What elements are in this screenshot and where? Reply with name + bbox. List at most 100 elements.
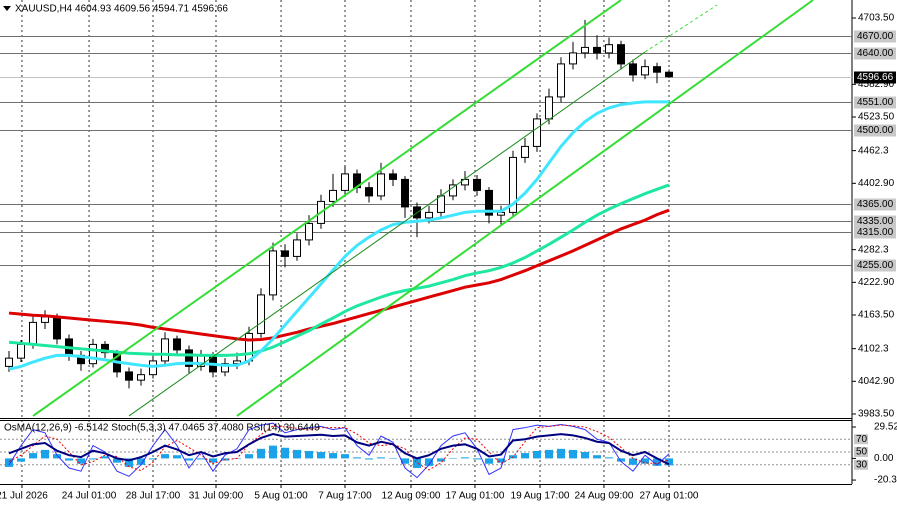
osma-bar [281,447,289,459]
moving-average [8,183,670,357]
osma-bar [425,458,433,466]
candle-body [449,184,457,197]
y-tick-label: 29.5296 [874,422,897,433]
candle-body [233,360,241,365]
osma-bar [377,457,385,459]
y-tick-label: 4102.3 [858,343,889,354]
chart-title: XAUUSD,H4 4604.93 4609.56 4594.71 4596.6… [15,4,228,15]
osma-bar [557,448,565,459]
level-label: 4670.00 [857,31,894,42]
candle-body [437,195,445,213]
osma-bar [29,453,37,459]
candle-body [281,250,289,257]
osma-bar [485,458,493,464]
level-label-bg [854,226,896,239]
indicator-line [8,422,670,479]
candle-body [581,46,589,54]
osma-bar [305,450,313,459]
osma-bar [521,453,529,459]
candle-body [17,343,25,359]
level-label: 4315.00 [857,227,894,238]
osma-bar [149,458,157,460]
osma-bar [317,452,325,459]
candle-body [89,343,97,365]
osma-bar [605,457,613,459]
osma-bar [413,458,421,468]
level-label: 4365.00 [857,199,894,210]
osma-bar [437,458,445,462]
osma-bar [353,457,361,459]
channel-line [644,4,718,53]
osma-bar [533,450,541,459]
osma-bar [77,458,85,464]
osma-bar [449,458,457,459]
candle-body [257,294,265,334]
x-tick-label: 7 Aug 17:00 [318,491,372,502]
candle-body [125,371,133,381]
candle-body [521,145,529,158]
osma-bar [89,458,97,460]
candle-body [605,44,613,54]
candle-body [425,211,433,219]
osma-bar [665,458,673,466]
osma-bar [125,458,133,467]
candle-body [473,178,481,191]
candle-body [137,374,145,381]
level-label: 4500.00 [857,125,894,136]
y-tick-label: 4582.90 [858,79,895,90]
osma-bar [461,457,469,459]
candle-body [5,357,13,367]
osma-bar [137,458,145,465]
menu-icon [3,6,11,11]
candle-body [341,173,349,191]
osma-bar [161,454,169,459]
y2-tick-label: 30 [856,459,868,470]
osma-bar [389,458,397,459]
candle-body [593,46,601,54]
y-tick-label: 4703.50 [858,13,895,24]
osma-bar [497,458,505,463]
level-label-bg [854,96,896,109]
x-tick-label: 31 Jul 09:00 [189,491,244,502]
osma-bar [293,449,301,459]
osma-bar [401,458,409,464]
osma-bar [173,455,181,459]
candle-body [629,63,637,76]
osma-bar [53,454,61,459]
candle-body [545,96,553,120]
current-price-label: 4596.66 [857,72,894,83]
osma-bar [653,458,661,466]
level-label: 4551.00 [857,97,894,108]
y-tick-label: 4163.50 [858,310,895,321]
candle-body [29,321,37,345]
y-tick-label: 4523.50 [858,112,895,123]
candle-body [497,211,505,216]
y-tick-label: 4042.90 [858,376,895,387]
candle-body [389,173,397,180]
level-label-bg [854,215,896,228]
osma-bar [569,449,577,459]
channel-line [236,0,814,417]
candle-body [269,250,277,296]
x-tick-label: 24 Aug 09:00 [574,491,633,502]
osma-bar [197,458,205,460]
candle-body [53,316,61,340]
osma-bar [113,458,121,463]
x-tick-label: 17 Aug 01:00 [445,491,504,502]
y2-tick-label: 70 [856,434,868,445]
candle-body [377,173,385,197]
level-label-bg [854,259,896,272]
osma-bar [269,445,277,459]
level-label-bg [854,47,896,60]
y-tick-label: 4402.90 [858,178,895,189]
osma-bar [473,458,481,460]
x-tick-label: 5 Aug 01:00 [254,491,308,502]
candle-body [221,363,229,373]
level-label-bg [854,198,896,211]
y-tick-label: -20.3662 [874,475,897,486]
x-tick-label: 28 Jul 17:00 [126,491,181,502]
candle-body [101,343,109,354]
channel-line [128,51,646,417]
